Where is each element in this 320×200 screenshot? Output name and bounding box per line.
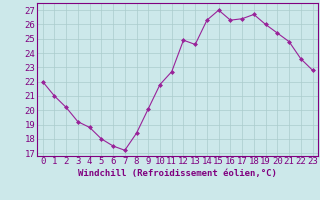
- X-axis label: Windchill (Refroidissement éolien,°C): Windchill (Refroidissement éolien,°C): [78, 169, 277, 178]
